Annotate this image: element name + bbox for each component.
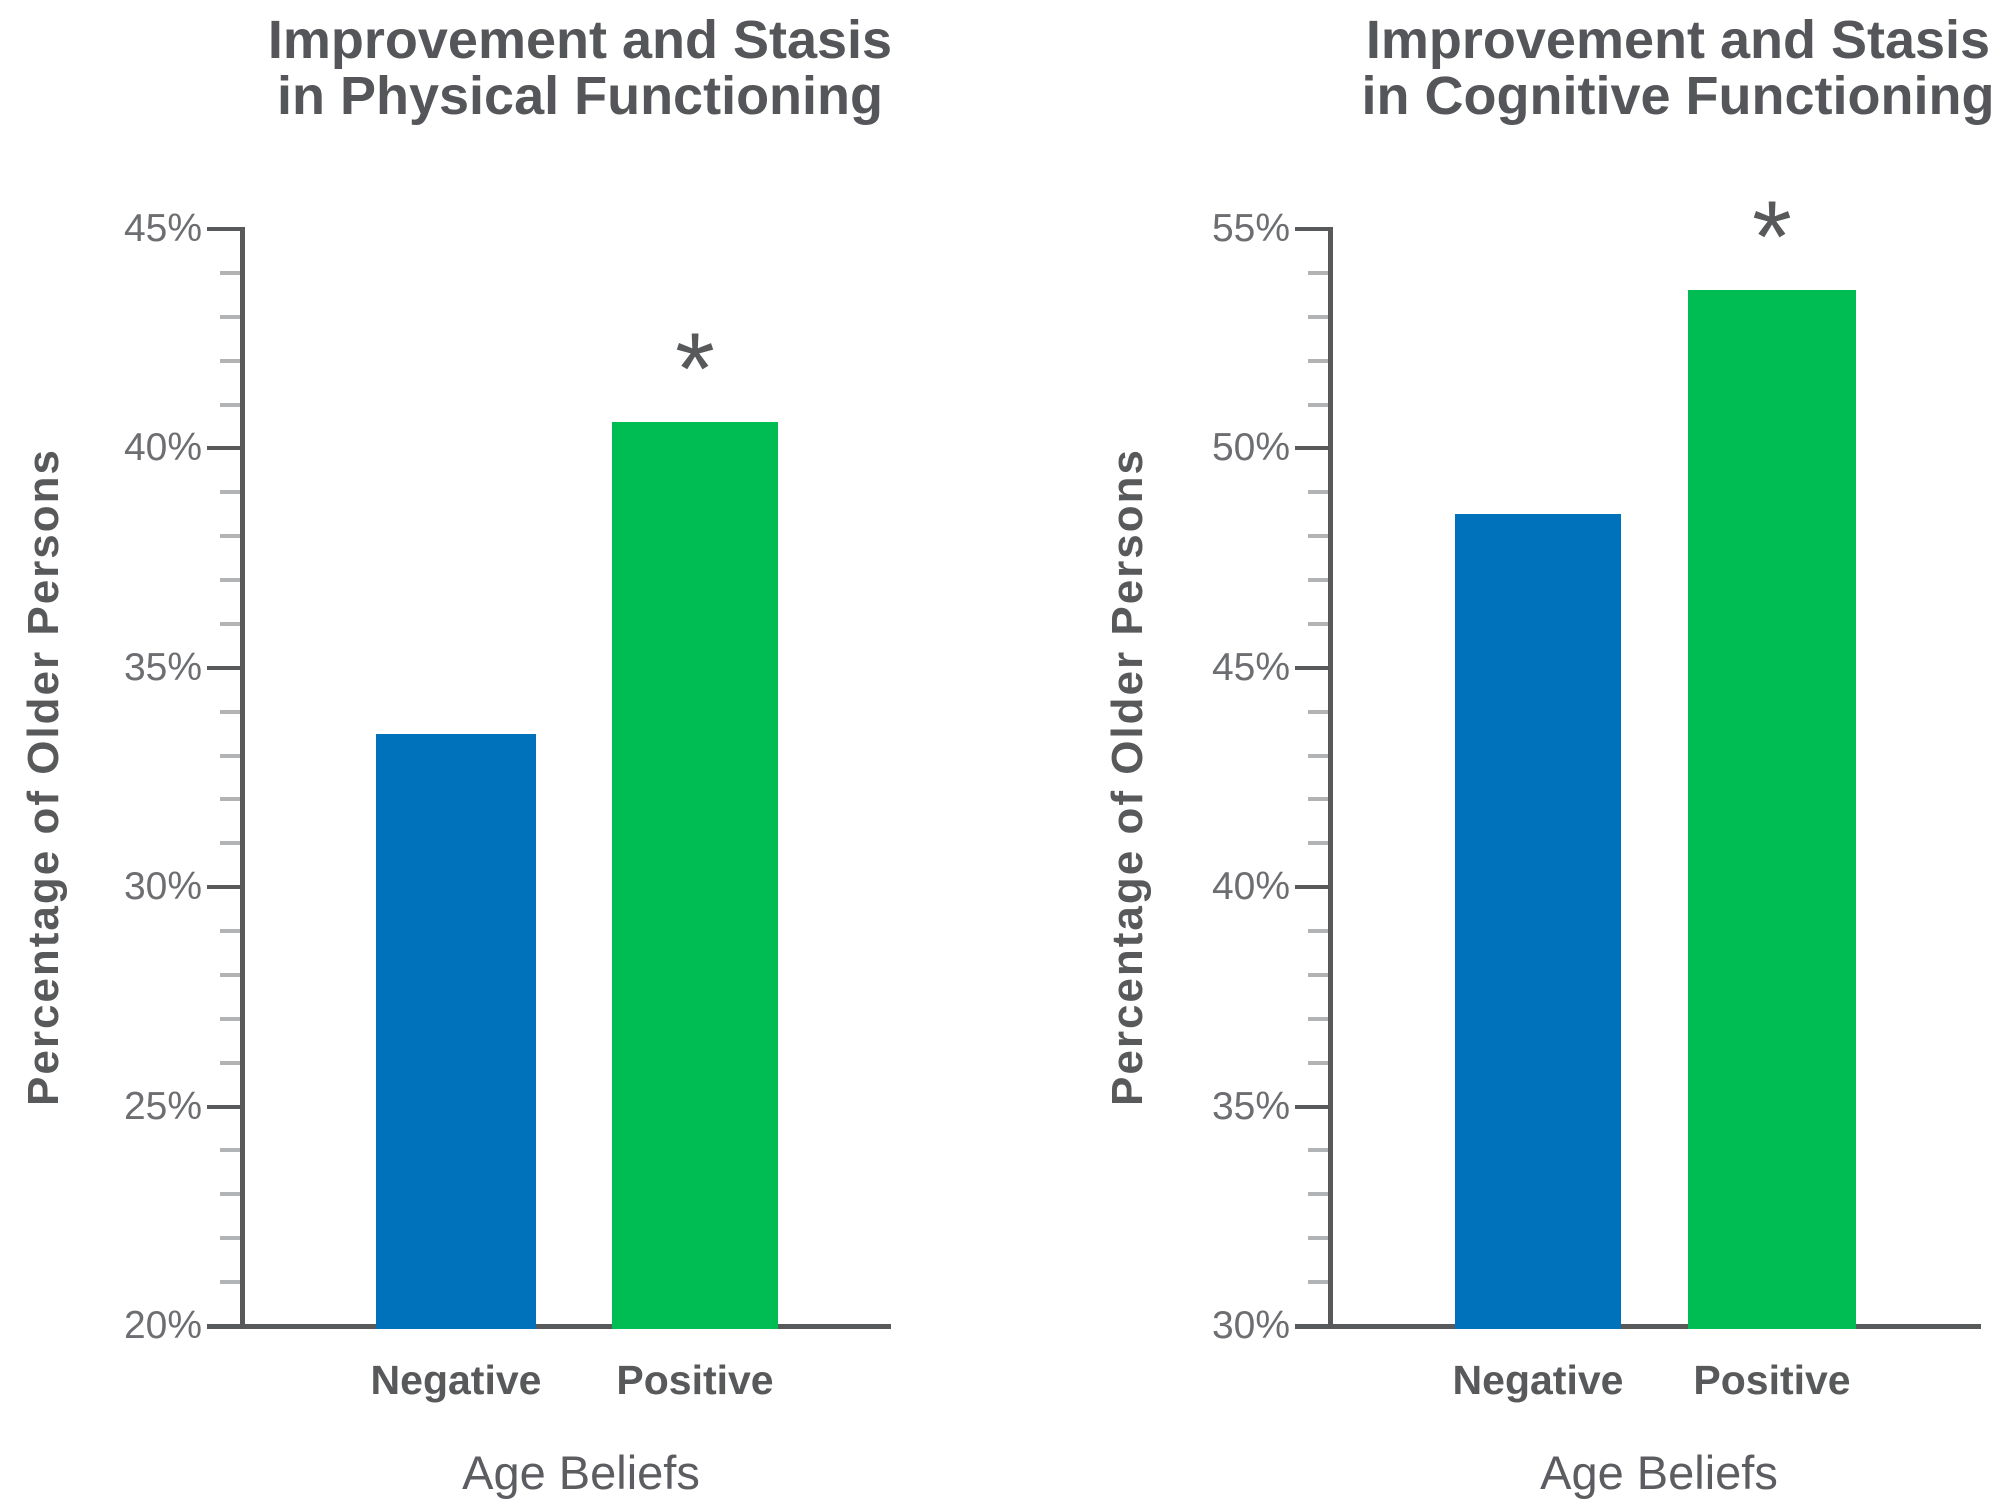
y-minor-tick: [1308, 797, 1328, 801]
y-minor-tick: [1308, 403, 1328, 407]
category-label-negative: Negative: [1452, 1357, 1624, 1403]
y-minor-tick: [220, 710, 240, 714]
y-tick-label: 50%: [1211, 426, 1290, 469]
y-minor-tick: [220, 359, 240, 363]
y-minor-tick: [220, 1192, 240, 1196]
y-tick-label: 20%: [123, 1304, 202, 1347]
y-tick-label: 35%: [1211, 1085, 1290, 1128]
y-tick-label: 30%: [123, 865, 202, 908]
y-major-tick: [1295, 885, 1328, 889]
significance-asterisk: *: [1752, 180, 1792, 294]
y-tick-label: 40%: [123, 426, 202, 469]
y-minor-tick: [220, 929, 240, 933]
y-minor-tick: [220, 403, 240, 407]
y-minor-tick: [220, 973, 240, 977]
y-minor-tick: [220, 490, 240, 494]
y-major-tick: [1295, 1105, 1328, 1109]
category-label-negative: Negative: [370, 1357, 542, 1403]
y-minor-tick: [220, 1061, 240, 1065]
y-axis-line: [1328, 227, 1333, 1329]
y-major-tick: [207, 227, 240, 231]
bar-positive: [612, 422, 778, 1329]
x-axis-line: [207, 1324, 891, 1329]
bar-negative: [376, 734, 536, 1329]
category-label-positive: Positive: [616, 1357, 774, 1403]
y-tick-label: 25%: [123, 1085, 202, 1128]
y-minor-tick: [1308, 1061, 1328, 1065]
y-minor-tick: [1308, 578, 1328, 582]
y-minor-tick: [1308, 490, 1328, 494]
y-minor-tick: [1308, 315, 1328, 319]
y-minor-tick: [220, 534, 240, 538]
bar-negative: [1455, 514, 1621, 1329]
y-minor-tick: [1308, 359, 1328, 363]
y-minor-tick: [220, 315, 240, 319]
y-minor-tick: [1308, 1017, 1328, 1021]
y-tick-label: 40%: [1211, 865, 1290, 908]
x-axis-label: Age Beliefs: [1540, 1446, 1778, 1499]
y-major-tick: [207, 885, 240, 889]
y-minor-tick: [220, 271, 240, 275]
y-minor-tick: [220, 797, 240, 801]
chart-title-physical: Improvement and Stasis in Physical Funct…: [250, 12, 910, 124]
y-minor-tick: [220, 841, 240, 845]
y-minor-tick: [220, 578, 240, 582]
y-major-tick: [1295, 227, 1328, 231]
chart-title-line1: Improvement and Stasis: [267, 10, 893, 70]
y-minor-tick: [220, 1017, 240, 1021]
x-axis-line: [1295, 1324, 1981, 1329]
y-tick-label: 55%: [1211, 207, 1290, 250]
y-major-tick: [207, 446, 240, 450]
y-tick-label: 45%: [1211, 646, 1290, 689]
y-minor-tick: [1308, 710, 1328, 714]
significance-asterisk: *: [675, 312, 715, 426]
y-minor-tick: [1308, 1192, 1328, 1196]
category-label-positive: Positive: [1693, 1357, 1851, 1403]
y-tick-label: 30%: [1211, 1304, 1290, 1347]
y-major-tick: [207, 1105, 240, 1109]
y-minor-tick: [220, 1236, 240, 1240]
y-major-tick: [1295, 666, 1328, 670]
y-minor-tick: [220, 754, 240, 758]
x-axis-label: Age Beliefs: [462, 1446, 700, 1499]
y-major-tick: [207, 666, 240, 670]
y-minor-tick: [1308, 622, 1328, 626]
y-minor-tick: [1308, 929, 1328, 933]
y-minor-tick: [1308, 973, 1328, 977]
y-minor-tick: [1308, 1280, 1328, 1284]
y-minor-tick: [1308, 754, 1328, 758]
y-axis-line: [240, 227, 245, 1329]
y-tick-label: 45%: [123, 207, 202, 250]
y-minor-tick: [220, 622, 240, 626]
chart-title-cognitive: Improvement and Stasis in Cognitive Func…: [1348, 12, 2000, 124]
y-minor-tick: [1308, 1148, 1328, 1152]
chart-title-line1: Improvement and Stasis: [1365, 10, 1991, 70]
chart-title-line2: in Physical Functioning: [276, 66, 884, 126]
chart-title-line2: in Cognitive Functioning: [1361, 66, 1995, 126]
y-minor-tick: [1308, 271, 1328, 275]
y-major-tick: [1295, 446, 1328, 450]
y-minor-tick: [220, 1148, 240, 1152]
y-minor-tick: [1308, 841, 1328, 845]
y-tick-label: 35%: [123, 646, 202, 689]
y-minor-tick: [220, 1280, 240, 1284]
bar-positive: [1688, 290, 1856, 1329]
y-minor-tick: [1308, 1236, 1328, 1240]
y-minor-tick: [1308, 534, 1328, 538]
